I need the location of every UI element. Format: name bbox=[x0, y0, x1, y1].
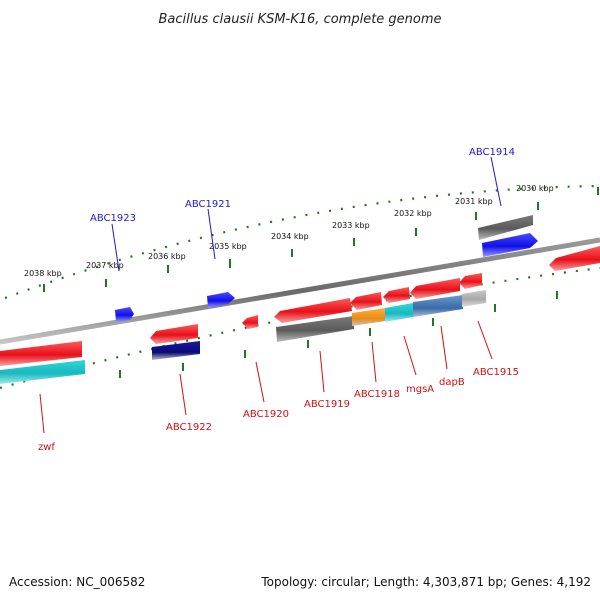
upper-gene-labels: ABC1923 ABC1921 ABC1914 bbox=[90, 147, 515, 224]
gene-dapb-domain-bar[interactable] bbox=[413, 295, 463, 317]
upper-major-ticks bbox=[43, 187, 599, 292]
gene-abc1914-rna-bar[interactable] bbox=[478, 215, 533, 240]
tick-label: 2030 kbp bbox=[516, 184, 554, 193]
gene-label[interactable]: mgsA bbox=[406, 384, 434, 395]
tick-label: 2032 kbp bbox=[394, 209, 432, 218]
gene-zwf-domain-bar[interactable] bbox=[0, 360, 85, 384]
gene-label[interactable]: ABC1920 bbox=[243, 409, 289, 420]
gene-label[interactable]: ABC1923 bbox=[90, 213, 136, 224]
gene-abc1918-domain-bar[interactable] bbox=[352, 308, 385, 326]
gene-abc1922-arrow[interactable] bbox=[150, 324, 198, 344]
gene-dapb-arrow[interactable] bbox=[410, 278, 460, 299]
gene-abc1921-arrow[interactable] bbox=[207, 292, 235, 308]
gene-mgsa-domain-bar[interactable] bbox=[385, 303, 413, 322]
forward-strand-features bbox=[115, 215, 600, 322]
gene-label[interactable]: ABC1922 bbox=[166, 422, 212, 433]
reverse-strand-features bbox=[0, 273, 486, 384]
gene-abc1918-arrow[interactable] bbox=[350, 292, 382, 310]
tick-label: 2037 kbp bbox=[86, 261, 124, 270]
gene-abc1919-domain-bar[interactable] bbox=[276, 316, 354, 342]
genome-backbone bbox=[0, 237, 600, 345]
tick-label: 2031 kbp bbox=[455, 197, 493, 206]
tick-label: 2038 kbp bbox=[24, 269, 62, 278]
gene-abc1915-arrow[interactable] bbox=[459, 273, 482, 289]
lower-leader-lines bbox=[39, 320, 493, 434]
accession-text: Accession: NC_006582 bbox=[9, 575, 145, 589]
gene-label[interactable]: zwf bbox=[38, 442, 55, 453]
tick-label: 2035 kbp bbox=[209, 242, 247, 251]
lower-gene-labels: zwf ABC1922 ABC1920 ABC1919 ABC1918 mgsA… bbox=[38, 367, 519, 453]
genome-summary-text: Topology: circular; Length: 4,303,871 bp… bbox=[260, 575, 591, 589]
tick-label: 2034 kbp bbox=[271, 232, 309, 241]
gene-label[interactable]: dapB bbox=[439, 377, 465, 388]
upper-leader-lines bbox=[111, 156, 502, 272]
gene-label[interactable]: ABC1914 bbox=[469, 147, 515, 158]
gene-label[interactable]: ABC1921 bbox=[185, 199, 231, 210]
gene-label[interactable]: ABC1915 bbox=[473, 367, 519, 378]
gene-right-edge-arrow[interactable] bbox=[549, 246, 600, 271]
map-title: Bacillus clausii KSM-K16, complete genom… bbox=[158, 12, 441, 27]
tick-label: 2036 kbp bbox=[148, 252, 186, 261]
gene-abc1914-arrow[interactable] bbox=[482, 233, 538, 257]
gene-abc1920-arrow[interactable] bbox=[242, 315, 258, 329]
tick-label: 2033 kbp bbox=[332, 221, 370, 230]
gene-zwf-arrow[interactable] bbox=[0, 341, 82, 366]
scale-tick-labels: 2038 kbp 2037 kbp 2036 kbp 2035 kbp 2034… bbox=[24, 184, 554, 278]
gene-mgsa-arrow[interactable] bbox=[383, 287, 410, 303]
gene-abc1919-arrow[interactable] bbox=[274, 298, 352, 323]
gene-abc1922-domain-bar[interactable] bbox=[152, 341, 200, 360]
gene-abc1923-arrow[interactable] bbox=[115, 307, 134, 322]
gene-abc1915-domain-bar[interactable] bbox=[462, 290, 486, 307]
gene-label[interactable]: ABC1918 bbox=[354, 389, 400, 400]
gene-label[interactable]: ABC1919 bbox=[304, 399, 350, 410]
